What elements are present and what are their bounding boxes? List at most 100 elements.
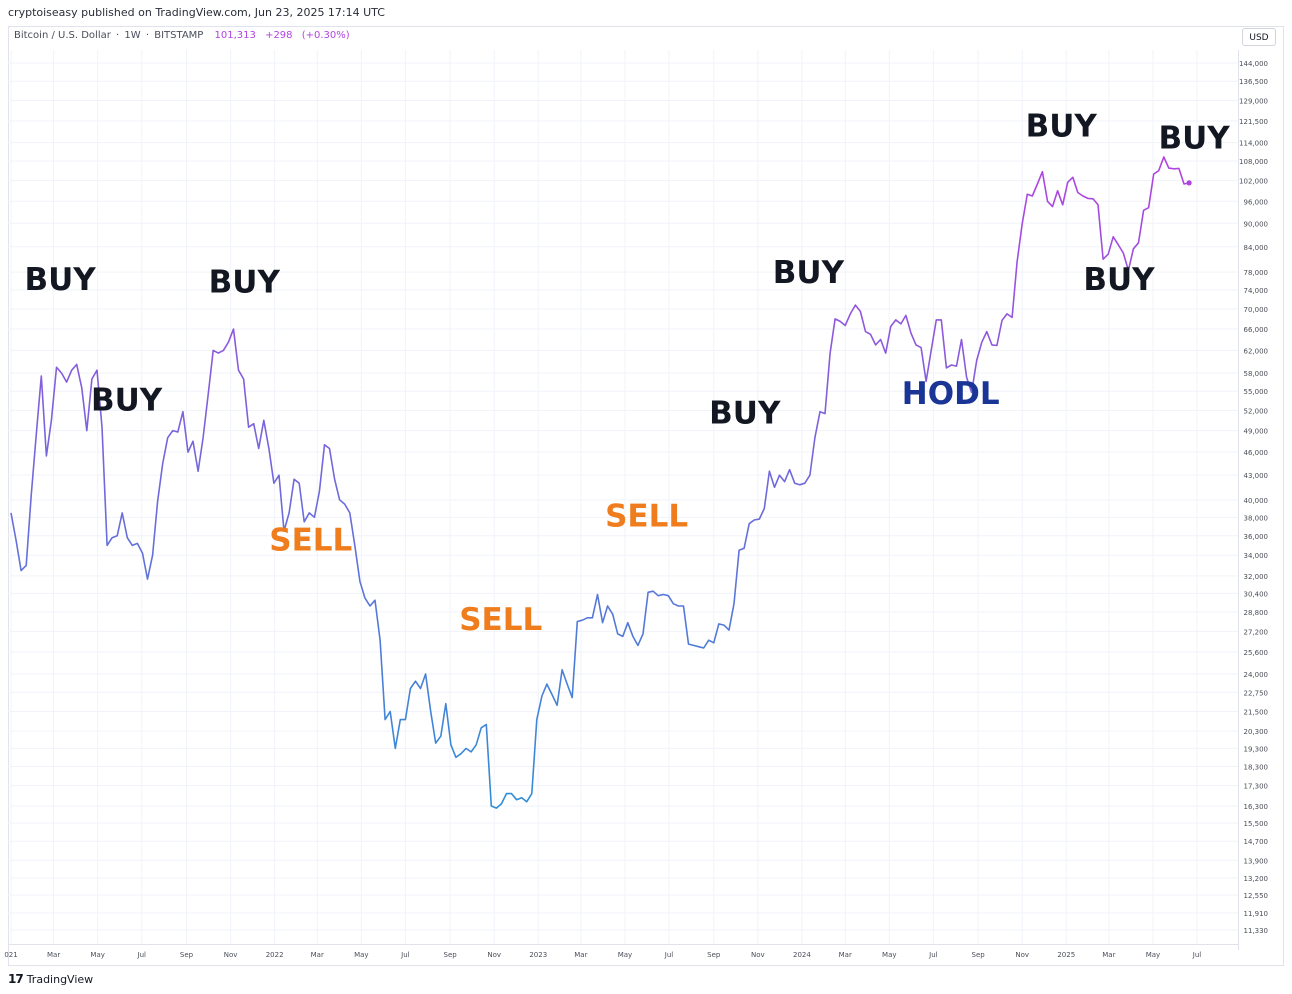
data-point [683,605,684,606]
y-tick-label: 43,000 [1244,472,1269,480]
y-tick-label: 114,000 [1239,140,1268,148]
x-tick-label: Nov [224,951,238,959]
data-point [946,367,947,368]
x-tick-label: Mar [47,951,60,959]
data-point [450,744,451,745]
data-point [329,448,330,449]
data-point [668,595,669,596]
data-point [86,430,87,431]
y-tick-label: 52,000 [1244,407,1269,415]
x-tick-label: May [90,951,104,959]
data-point [273,483,274,484]
data-point [177,431,178,432]
data-point [1037,183,1038,184]
data-point [744,548,745,549]
x-tick-label: 2025 [1057,951,1075,959]
data-point [809,475,810,476]
y-tick-label: 144,000 [1239,60,1268,68]
data-point [455,757,456,758]
data-point [1042,171,1043,172]
data-point [1143,210,1144,211]
y-tick-label: 21,500 [1244,709,1269,717]
data-point [890,326,891,327]
data-point [1097,204,1098,205]
data-point [840,321,841,322]
data-point [41,376,42,377]
y-tick-label: 78,000 [1244,269,1269,277]
data-point [855,305,856,306]
data-point [991,344,992,345]
data-point [648,592,649,593]
data-point [491,805,492,806]
y-tick-label: 121,500 [1239,118,1268,126]
x-tick-label: 2022 [266,951,284,959]
data-point [1027,194,1028,195]
x-tick-label: Sep [444,951,458,959]
y-tick-label: 136,500 [1239,78,1268,86]
symbol-legend[interactable]: Bitcoin / U.S. Dollar · 1W · BITSTAMP 10… [14,30,356,41]
quote-values: 101,313 +298 (+0.30%) [215,30,356,41]
data-point [309,512,310,513]
data-point [1103,259,1104,260]
data-point [395,748,396,749]
y-tick-label: 15,500 [1244,820,1269,828]
data-point [354,545,355,546]
currency-button[interactable]: USD [1242,28,1276,46]
data-point [203,437,204,438]
data-point [885,353,886,354]
data-point [1012,317,1013,318]
tradingview-logo[interactable]: 17 TradingView [8,972,93,986]
x-tick-label: 2023 [529,951,547,959]
data-point [420,688,421,689]
y-tick-label: 36,000 [1244,533,1269,541]
data-point [319,491,320,492]
data-point [562,669,563,670]
data-point [521,797,522,798]
data-point [1022,223,1023,224]
data-point [501,803,502,804]
data-point [253,423,254,424]
data-point [294,479,295,480]
data-point [794,483,795,484]
x-tick-label: 021 [4,951,17,959]
data-point [653,591,654,592]
exchange-label: BITSTAMP [154,30,204,41]
data-point [551,694,552,695]
data-point [359,581,360,582]
data-point [496,808,497,809]
annotation-buy: BUY [24,262,96,298]
tradingview-logo-text: TradingView [26,972,94,986]
data-point [172,430,173,431]
data-point [1006,313,1007,314]
annotation-buy: BUY [91,382,163,418]
data-point [627,622,628,623]
data-point [415,681,416,682]
data-point [1057,190,1058,191]
data-point [830,353,831,354]
data-point [400,719,401,720]
data-point [1067,182,1068,183]
y-tick-label: 49,000 [1244,428,1269,436]
x-tick-label: Nov [751,951,765,959]
data-point [349,512,350,513]
data-point [804,483,805,484]
data-point [486,724,487,725]
x-tick-label: Jul [664,951,674,959]
data-point [1077,192,1078,193]
y-tick-label: 19,300 [1244,745,1269,753]
y-tick-label: 30,400 [1244,590,1269,598]
data-point [941,319,942,320]
data-point [460,753,461,754]
data-point [410,688,411,689]
data-point [931,350,932,351]
annotation-hodl: HODL [902,376,1000,412]
x-tick-label: Nov [487,951,501,959]
data-point [769,471,770,472]
data-point [465,748,466,749]
y-tick-label: 46,000 [1244,449,1269,457]
data-point [435,743,436,744]
annotation-buy: BUY [209,264,281,300]
y-tick-label: 13,900 [1244,857,1269,865]
data-point [152,555,153,556]
